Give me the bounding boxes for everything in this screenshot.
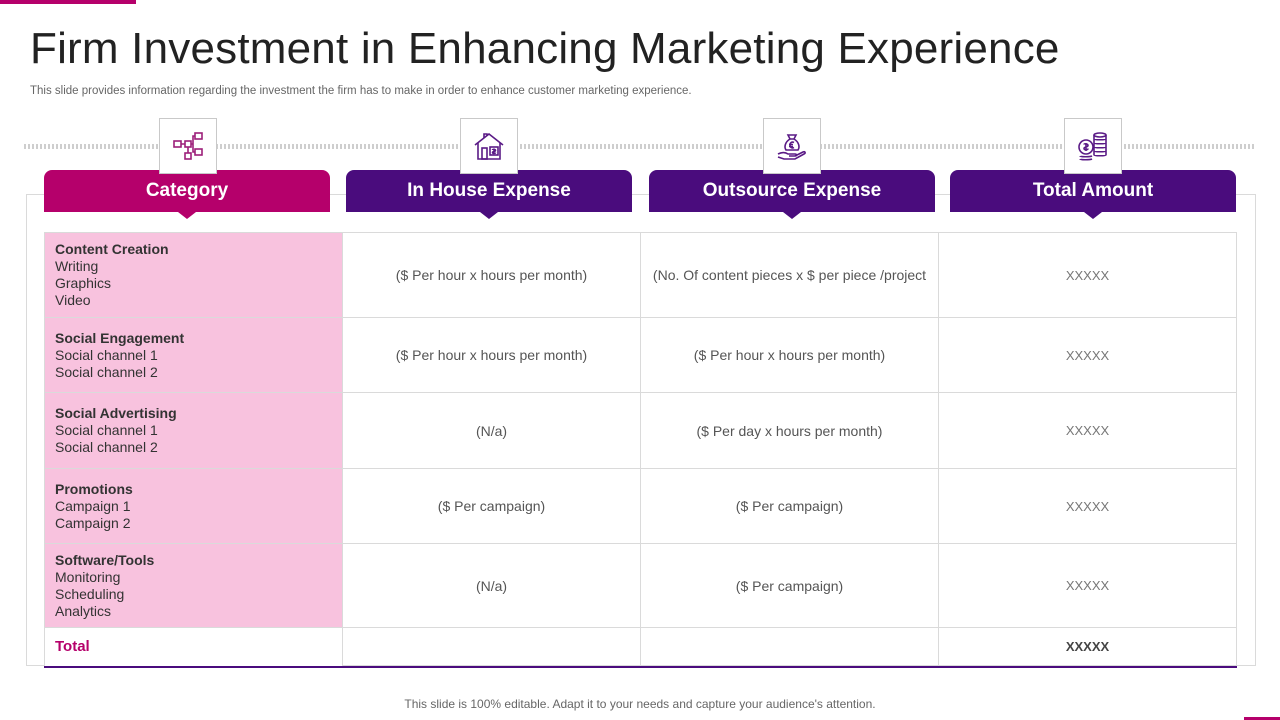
outsource-cell: ($ Per day x hours per month) — [640, 392, 939, 469]
total-label: Total — [44, 627, 343, 668]
total-icon-box — [1064, 118, 1122, 174]
outsource-cell: ($ Per campaign) — [640, 543, 939, 628]
category-cell: Social Engagement Social channel 1 Socia… — [44, 317, 343, 393]
category-item: Scheduling — [55, 585, 125, 602]
category-item: Graphics — [55, 275, 112, 291]
total-row: Total XXXXX — [44, 627, 1237, 668]
house-money-icon — [474, 132, 504, 160]
category-item: Campaign 2 — [55, 514, 131, 531]
investment-table: Content Creation Writing Graphics Video … — [44, 232, 1237, 668]
table-row: Software/Tools Monitoring Scheduling Ana… — [44, 543, 1237, 628]
category-item: Analytics — [55, 602, 112, 619]
category-cell: Content Creation Writing Graphics Video — [44, 232, 343, 318]
category-title: Software/Tools — [55, 551, 155, 568]
grand-total-amount: XXXXX — [938, 627, 1237, 668]
category-title: Promotions — [55, 480, 133, 497]
in-house-cell: ($ Per campaign) — [342, 468, 641, 544]
category-item: Campaign 1 — [55, 497, 131, 514]
in-house-cell: ($ Per hour x hours per month) — [342, 317, 641, 393]
category-cell: Software/Tools Monitoring Scheduling Ana… — [44, 543, 343, 628]
category-item: Social channel 1 — [55, 346, 158, 363]
column-header-category: Category — [44, 170, 330, 219]
outsource-cell: (No. Of content pieces x $ per piece /pr… — [640, 232, 939, 318]
outsource-cell: ($ Per campaign) — [640, 468, 939, 544]
total-cell: XXXXX — [938, 468, 1237, 544]
outsource-icon-box — [763, 118, 821, 174]
hand-euro-bag-icon — [777, 134, 806, 160]
top-accent-bar — [0, 0, 136, 4]
total-cell: XXXXX — [938, 232, 1237, 318]
flowchart-icon — [173, 132, 203, 160]
category-item: Video — [55, 292, 91, 308]
category-item: Social channel 2 — [55, 439, 158, 455]
category-item: Social channel 1 — [55, 422, 158, 438]
in-house-total-cell — [342, 627, 641, 668]
outsource-total-cell — [640, 627, 939, 668]
category-cell: Social Advertising Social channel 1 Soci… — [44, 392, 343, 469]
category-icon-box — [159, 118, 217, 174]
total-cell: XXXXX — [938, 317, 1237, 393]
footer-note: This slide is 100% editable. Adapt it to… — [404, 697, 876, 711]
slide-title: Firm Investment in Enhancing Marketing E… — [30, 24, 1060, 73]
column-header-outsource: Outsource Expense — [649, 170, 935, 219]
category-cell: Promotions Campaign 1 Campaign 2 — [44, 468, 343, 544]
category-item: Writing — [55, 258, 99, 274]
in-house-icon-box — [460, 118, 518, 174]
slide-subtitle: This slide provides information regardin… — [30, 85, 692, 97]
in-house-cell: (N/a) — [342, 392, 641, 469]
total-cell: XXXXX — [938, 543, 1237, 628]
column-header-total: Total Amount — [950, 170, 1236, 219]
category-title: Social Engagement — [55, 329, 185, 346]
table-row: Content Creation Writing Graphics Video … — [44, 232, 1237, 318]
in-house-cell: ($ Per hour x hours per month) — [342, 232, 641, 318]
category-title: Social Advertising — [55, 405, 177, 421]
column-header-in-house: In House Expense — [346, 170, 632, 219]
dotted-divider — [24, 144, 1256, 149]
category-item: Social channel 2 — [55, 363, 158, 380]
total-cell: XXXXX — [938, 392, 1237, 469]
table-row: Social Advertising Social channel 1 Soci… — [44, 392, 1237, 469]
table-row: Promotions Campaign 1 Campaign 2 ($ Per … — [44, 468, 1237, 544]
table-row: Social Engagement Social channel 1 Socia… — [44, 317, 1237, 393]
coins-stack-icon — [1078, 132, 1107, 161]
outsource-cell: ($ Per hour x hours per month) — [640, 317, 939, 393]
category-item: Monitoring — [55, 568, 121, 585]
bottom-corner-bar — [1244, 717, 1280, 720]
category-title: Content Creation — [55, 241, 169, 257]
in-house-cell: (N/a) — [342, 543, 641, 628]
